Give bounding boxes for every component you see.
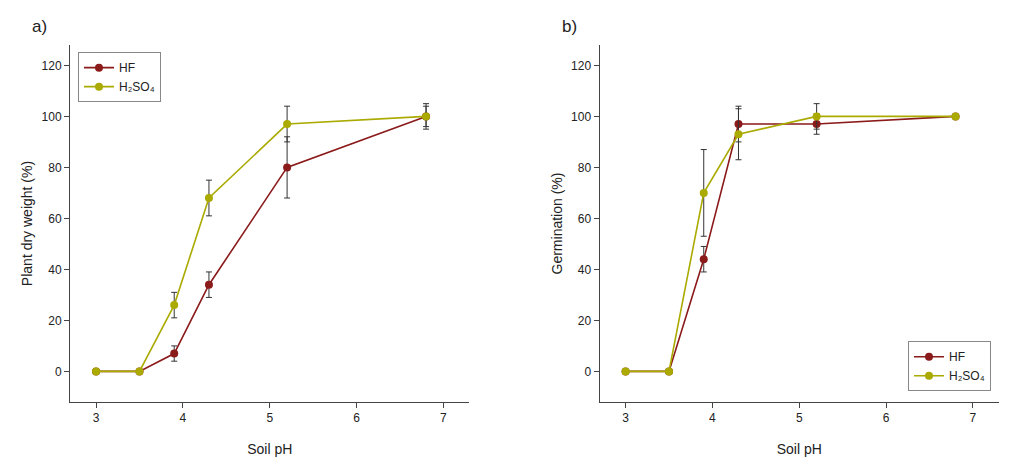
svg-text:Soil pH: Soil pH: [777, 441, 822, 457]
svg-text:120: 120: [571, 59, 591, 73]
svg-text:3: 3: [93, 411, 100, 425]
svg-text:H₂SO₄: H₂SO₄: [119, 80, 155, 94]
svg-text:HF: HF: [119, 61, 135, 75]
svg-text:4: 4: [180, 411, 187, 425]
svg-text:5: 5: [796, 411, 803, 425]
svg-text:a): a): [32, 17, 47, 36]
svg-text:40: 40: [578, 263, 592, 277]
svg-text:5: 5: [266, 411, 273, 425]
svg-text:100: 100: [571, 110, 591, 124]
svg-text:6: 6: [883, 411, 890, 425]
svg-text:Soil pH: Soil pH: [247, 441, 292, 457]
svg-text:b): b): [562, 17, 577, 36]
svg-text:60: 60: [578, 212, 592, 226]
svg-text:Plant dry weight (%): Plant dry weight (%): [19, 161, 35, 286]
svg-text:80: 80: [578, 161, 592, 175]
svg-text:6: 6: [353, 411, 360, 425]
svg-text:20: 20: [48, 314, 62, 328]
svg-text:40: 40: [48, 263, 62, 277]
svg-text:Germination (%): Germination (%): [549, 173, 565, 275]
svg-text:HF: HF: [949, 350, 965, 364]
svg-text:3: 3: [622, 411, 629, 425]
svg-text:100: 100: [42, 110, 62, 124]
svg-text:7: 7: [440, 411, 447, 425]
svg-text:7: 7: [970, 411, 977, 425]
svg-text:60: 60: [48, 212, 62, 226]
svg-text:80: 80: [48, 161, 62, 175]
svg-text:H₂SO₄: H₂SO₄: [949, 369, 985, 383]
svg-text:4: 4: [709, 411, 716, 425]
svg-text:120: 120: [42, 59, 62, 73]
svg-text:20: 20: [578, 314, 592, 328]
svg-text:0: 0: [584, 365, 591, 379]
svg-text:0: 0: [55, 365, 62, 379]
